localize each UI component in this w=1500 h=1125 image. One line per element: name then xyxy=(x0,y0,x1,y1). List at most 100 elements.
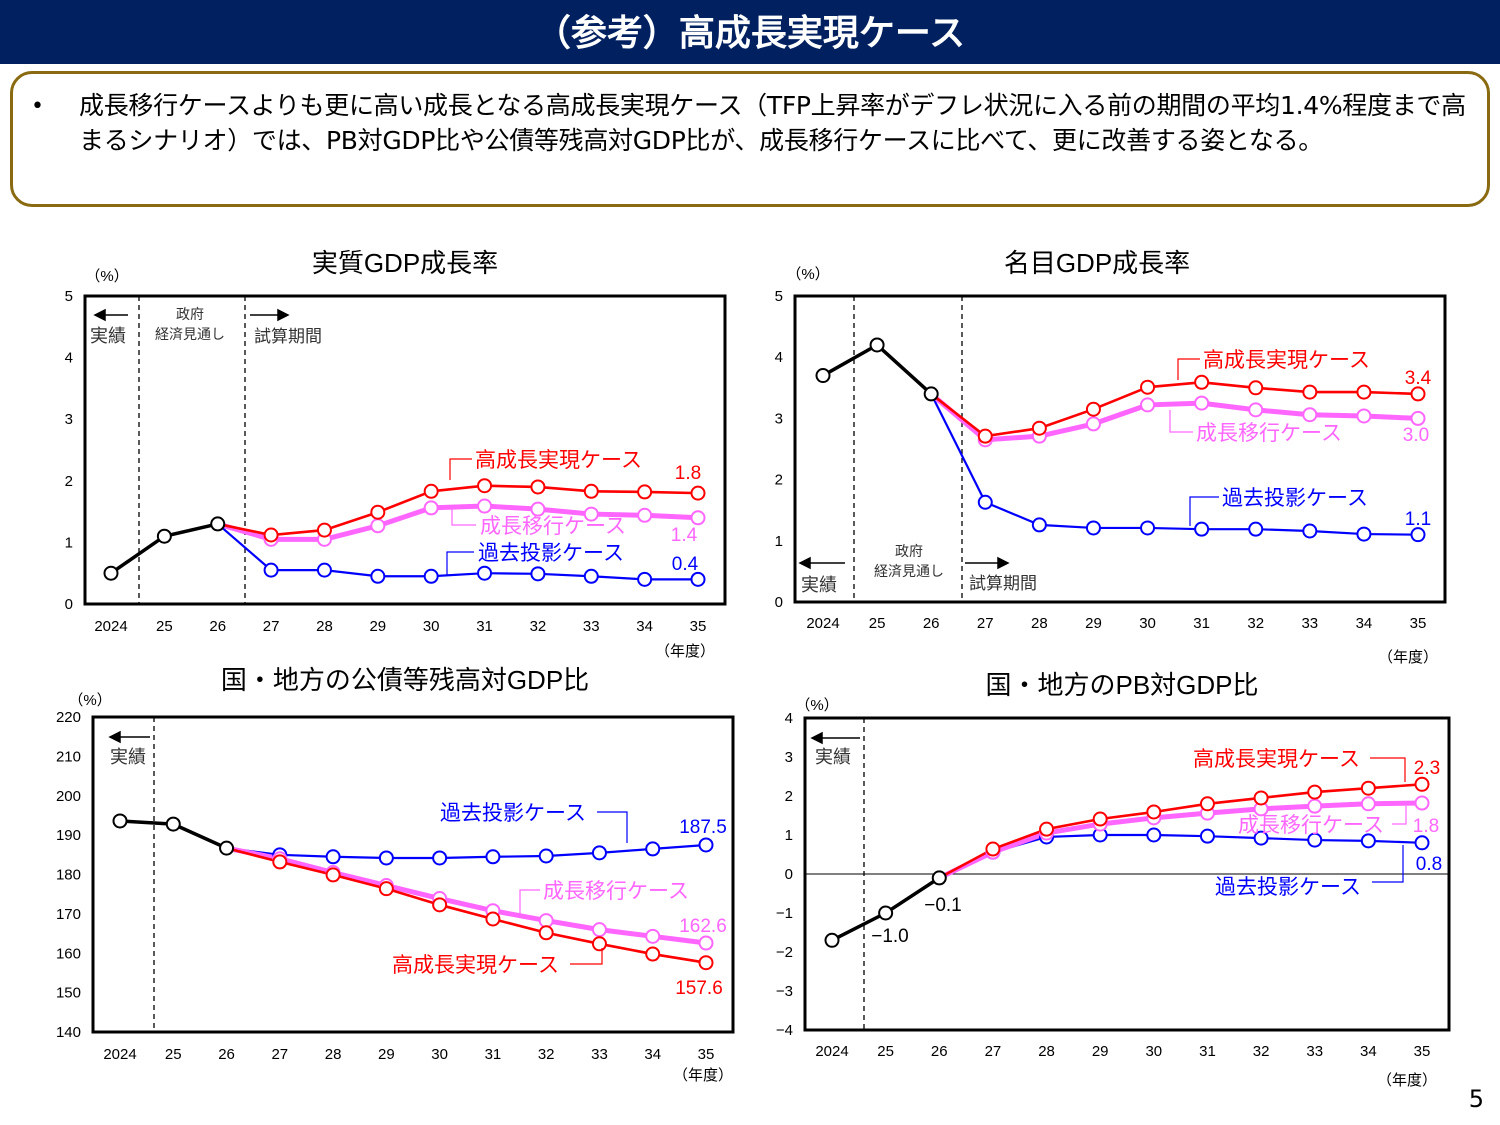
x-tick-label: 28 xyxy=(1038,1043,1055,1060)
x-tick-label: 29 xyxy=(378,1046,395,1063)
leader-line-transition xyxy=(1392,806,1407,825)
x-tick-label: 26 xyxy=(923,615,940,632)
end-value-label-past: 187.5 xyxy=(679,817,727,838)
x-axis-unit: （年度） xyxy=(1378,649,1438,666)
leader-line-past xyxy=(1189,496,1219,526)
data-point-past xyxy=(1248,521,1264,537)
y-tick-label: 0 xyxy=(775,594,783,611)
y-axis-unit: （%） xyxy=(68,692,111,709)
x-tick-label: 30 xyxy=(1139,615,1156,632)
arrow-right-icon xyxy=(965,556,1010,570)
x-tick-label: 34 xyxy=(636,618,653,635)
y-tick-label: 5 xyxy=(65,288,73,305)
gov-outlook-label: 経済見通し xyxy=(155,326,225,342)
data-point-high xyxy=(698,955,714,971)
data-point-past xyxy=(1360,833,1376,849)
series-line-transition xyxy=(938,800,1423,881)
data-point-past xyxy=(1302,523,1318,539)
x-tick-label: 32 xyxy=(1247,615,1264,632)
end-value-label-transition: 1.4 xyxy=(671,525,698,546)
series-line-transition xyxy=(217,503,699,542)
series-label-transition: 成長移行ケース xyxy=(543,880,689,903)
data-point-transition xyxy=(690,510,706,526)
actual-period-label: 実績 xyxy=(90,326,126,346)
data-point-high xyxy=(1253,790,1269,806)
arrow-left-icon xyxy=(93,308,128,322)
x-axis-unit: （年度） xyxy=(655,643,715,660)
bullet: • xyxy=(31,94,44,119)
y-tick-label: 4 xyxy=(65,350,73,367)
data-point-high xyxy=(1031,420,1047,436)
data-point-past xyxy=(538,848,554,864)
y-axis-unit: （%） xyxy=(795,697,838,714)
x-tick-label: 27 xyxy=(977,615,994,632)
end-value-label-past: 0.4 xyxy=(672,554,699,575)
x-tick-label: 32 xyxy=(1253,1043,1270,1060)
data-point-past xyxy=(1253,830,1269,846)
series-label-past: 過去投影ケース xyxy=(440,802,586,825)
data-point-high xyxy=(263,527,279,543)
leader-line-past xyxy=(1372,845,1404,883)
x-tick-label: 25 xyxy=(156,618,173,635)
y-tick-label: 210 xyxy=(56,748,81,765)
leader-line-high xyxy=(1177,358,1200,380)
data-point-past xyxy=(423,568,439,584)
leader-line-transition xyxy=(1169,410,1193,433)
x-tick-label: 2024 xyxy=(103,1046,136,1063)
data-point-past xyxy=(1140,520,1156,536)
plot-frame xyxy=(91,715,735,1034)
data-point-past xyxy=(1031,517,1047,533)
x-tick-label: 33 xyxy=(591,1046,608,1063)
x-tick-label: 29 xyxy=(369,618,386,635)
data-point-transition xyxy=(1085,416,1101,432)
y-tick-label: 1 xyxy=(775,533,783,550)
data-point-transition xyxy=(530,501,546,517)
actual-period-label: 実績 xyxy=(815,747,851,767)
data-point-past xyxy=(477,565,493,581)
series-label-high: 高成長実現ケース xyxy=(475,449,642,472)
y-tick-label: 1 xyxy=(65,534,73,551)
end-value-label-transition: 162.6 xyxy=(679,916,727,937)
data-point-past xyxy=(1194,521,1210,537)
leader-line-past xyxy=(597,811,628,843)
data-point-high xyxy=(977,428,993,444)
y-tick-label: 170 xyxy=(56,906,81,923)
data-point-past xyxy=(485,849,501,865)
data-point-actual xyxy=(815,368,831,384)
data-point-high xyxy=(1248,380,1264,396)
data-point-past xyxy=(1414,835,1430,851)
leader-line-transition xyxy=(519,889,540,915)
data-point-transition xyxy=(591,922,607,938)
y-tick-label: −2 xyxy=(776,944,793,961)
actual-period-label: 実績 xyxy=(110,747,146,767)
data-point-high xyxy=(530,479,546,495)
arrow-right-icon xyxy=(250,308,290,322)
data-point-high xyxy=(477,478,493,494)
data-point-high xyxy=(1140,379,1156,395)
data-point-high xyxy=(1302,384,1318,400)
x-tick-label: 35 xyxy=(690,618,707,635)
end-value-label-transition: 1.8 xyxy=(1413,816,1439,837)
data-point-past xyxy=(370,568,386,584)
data-point-transition xyxy=(477,498,493,514)
x-tick-label: 2024 xyxy=(815,1043,848,1060)
y-tick-label: 2 xyxy=(775,472,783,489)
data-point-transition xyxy=(370,518,386,534)
series-label-high: 高成長実現ケース xyxy=(1193,748,1360,771)
y-axis-unit: （%） xyxy=(786,266,829,283)
data-point-past xyxy=(432,850,448,866)
x-tick-label: 34 xyxy=(1356,615,1373,632)
data-point-transition xyxy=(1302,407,1318,423)
data-point-high xyxy=(378,881,394,897)
arrow-left-icon xyxy=(798,556,845,570)
data-point-past xyxy=(977,494,993,510)
trial-period-label: 試算期間 xyxy=(969,574,1037,593)
arrow-left-icon xyxy=(810,731,860,745)
data-point-high xyxy=(485,911,501,927)
leader-line-high xyxy=(1370,757,1406,782)
series-label-transition: 成長移行ケース xyxy=(480,515,626,538)
data-point-past xyxy=(645,841,661,857)
series-label-transition: 成長移行ケース xyxy=(1196,422,1342,445)
data-point-actual xyxy=(923,386,939,402)
data-point-past xyxy=(1356,526,1372,542)
